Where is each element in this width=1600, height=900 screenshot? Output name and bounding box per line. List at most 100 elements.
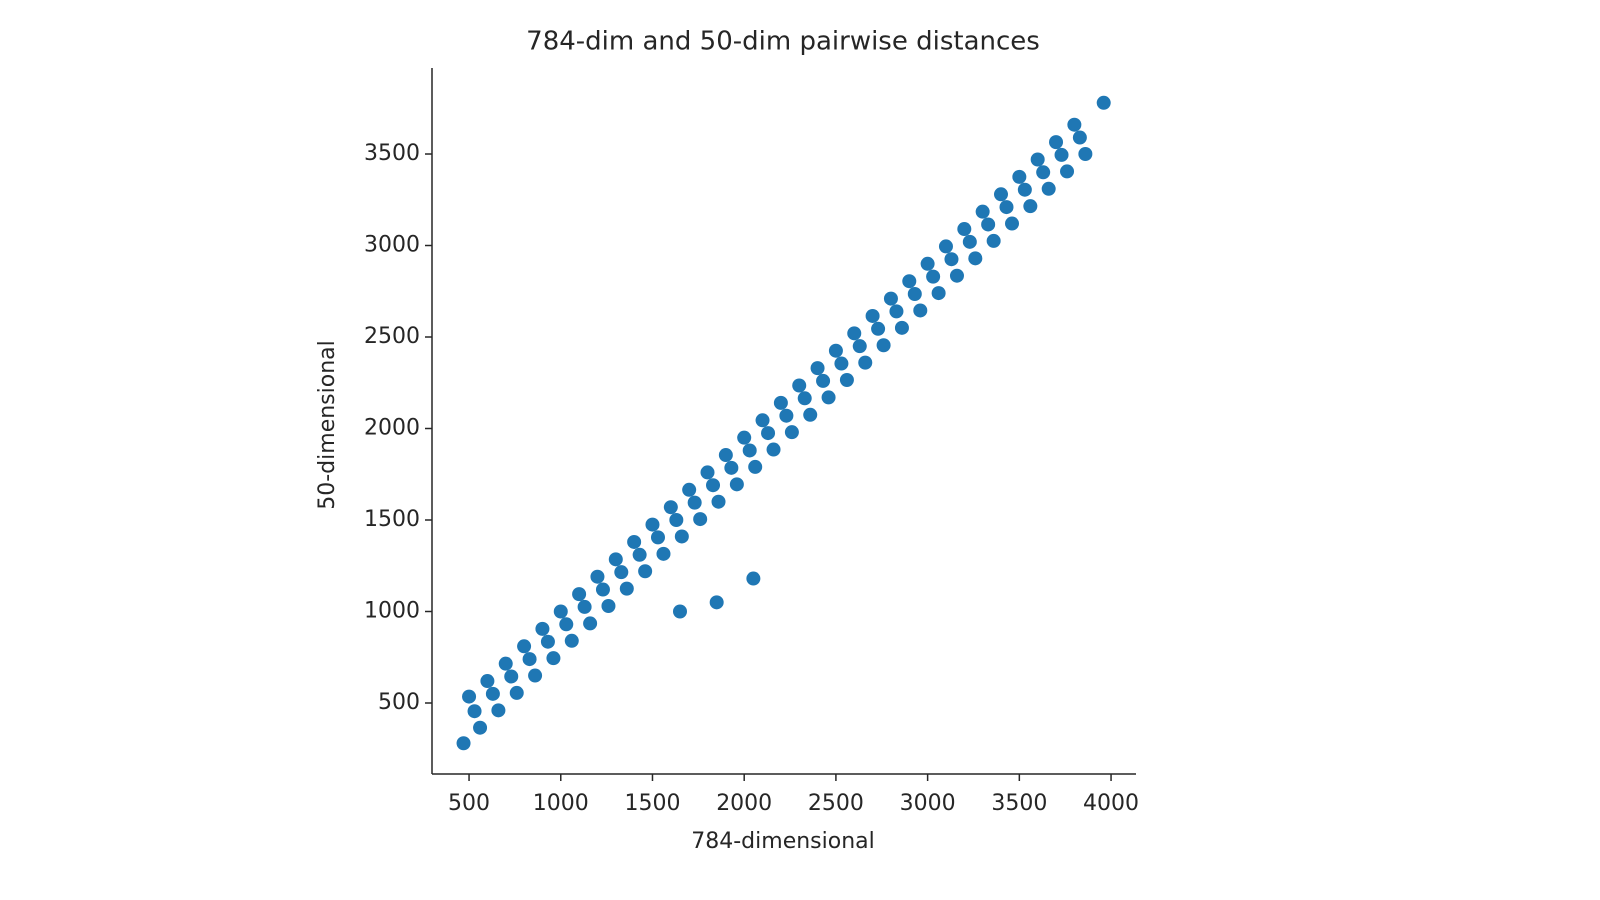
point xyxy=(852,339,867,354)
point xyxy=(638,564,653,579)
point xyxy=(656,546,671,561)
y-tick-label: 2000 xyxy=(364,416,420,441)
point xyxy=(810,361,825,376)
x-tick-label: 3500 xyxy=(991,791,1047,816)
point xyxy=(614,565,629,580)
point xyxy=(540,634,555,649)
point xyxy=(858,355,873,370)
point xyxy=(718,448,733,463)
point xyxy=(595,582,610,597)
point xyxy=(632,547,647,562)
point xyxy=(821,390,836,405)
point xyxy=(1023,199,1038,214)
y-tick-label: 1000 xyxy=(364,598,420,623)
point xyxy=(1005,216,1020,231)
point xyxy=(962,234,977,249)
x-tick-label: 4000 xyxy=(1083,791,1139,816)
point xyxy=(456,736,471,751)
x-tick-label: 500 xyxy=(448,791,490,816)
point xyxy=(975,204,990,219)
point xyxy=(999,200,1014,215)
point xyxy=(894,320,909,335)
chart-title: 784-dim and 50-dim pairwise distances xyxy=(526,27,1040,57)
point xyxy=(729,477,744,492)
point xyxy=(572,587,587,602)
y-tick-label: 3500 xyxy=(364,141,420,166)
x-axis-label: 784-dimensional xyxy=(691,829,875,854)
point xyxy=(968,251,983,266)
point xyxy=(1072,130,1087,145)
y-tick-label: 3000 xyxy=(364,233,420,258)
point xyxy=(797,391,812,406)
point xyxy=(1036,165,1051,180)
point xyxy=(522,652,537,667)
point xyxy=(1067,117,1082,132)
point xyxy=(931,286,946,301)
point xyxy=(462,689,477,704)
point xyxy=(711,494,726,509)
x-tick-label: 1500 xyxy=(624,791,680,816)
point xyxy=(601,599,616,614)
point xyxy=(944,252,959,267)
point xyxy=(724,460,739,475)
x-tick-label: 2000 xyxy=(716,791,772,816)
point xyxy=(509,685,524,700)
point xyxy=(700,465,715,480)
point xyxy=(949,268,964,283)
point xyxy=(672,604,687,619)
point xyxy=(865,308,880,323)
point xyxy=(871,321,886,336)
point xyxy=(504,669,519,684)
point xyxy=(577,599,592,614)
point xyxy=(693,512,708,527)
point xyxy=(784,425,799,440)
x-tick-label: 2500 xyxy=(808,791,864,816)
point xyxy=(485,686,500,701)
point xyxy=(755,413,770,428)
point xyxy=(746,571,761,586)
point xyxy=(920,256,935,271)
point xyxy=(535,621,550,636)
point xyxy=(938,239,953,254)
point xyxy=(1060,164,1075,179)
point xyxy=(816,373,831,388)
point xyxy=(926,269,941,284)
point xyxy=(957,222,972,237)
point xyxy=(583,616,598,631)
point xyxy=(993,187,1008,202)
point xyxy=(828,343,843,358)
point xyxy=(559,617,574,632)
point xyxy=(619,581,634,596)
point xyxy=(748,459,763,474)
point xyxy=(546,651,561,666)
point xyxy=(682,482,697,497)
point xyxy=(834,356,849,371)
point xyxy=(608,552,623,567)
point xyxy=(687,495,702,510)
x-tick-label: 1000 xyxy=(533,791,589,816)
point xyxy=(553,604,568,619)
point xyxy=(1054,147,1069,162)
point xyxy=(986,233,1001,248)
y-tick-label: 2500 xyxy=(364,324,420,349)
point xyxy=(645,517,660,532)
point xyxy=(1049,135,1064,150)
point xyxy=(876,338,891,353)
point xyxy=(1041,181,1056,196)
point xyxy=(1078,147,1093,162)
point xyxy=(709,595,724,610)
point xyxy=(913,303,928,318)
point xyxy=(1012,169,1027,184)
point xyxy=(480,674,495,689)
point xyxy=(706,478,721,493)
point xyxy=(528,668,543,683)
point xyxy=(839,373,854,388)
point xyxy=(779,408,794,423)
point xyxy=(1030,152,1045,167)
point xyxy=(847,326,862,341)
point xyxy=(650,530,665,545)
point xyxy=(766,442,781,457)
point xyxy=(498,656,513,671)
